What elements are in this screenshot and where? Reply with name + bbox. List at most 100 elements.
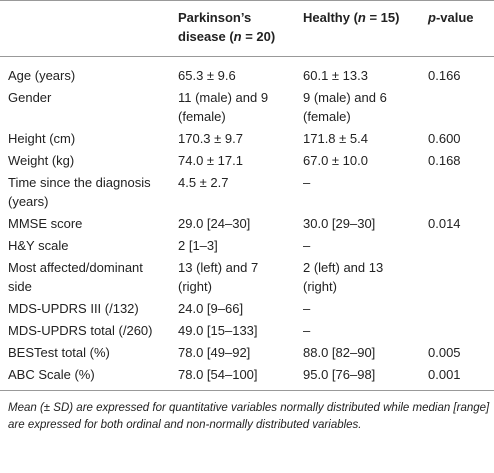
cell-text: MDS-UPDRS III (/132) <box>8 301 139 316</box>
cell: 11 (male) and 9 (female) <box>170 86 295 127</box>
cell-text: 0.166 <box>428 68 461 83</box>
header-text: = 15) <box>365 10 400 25</box>
cell: 74.0 ± 17.1 <box>170 149 295 171</box>
cell: 60.1 ± 13.3 <box>295 57 420 87</box>
table-row: MDS-UPDRS total (/260) 49.0 [15–133] – <box>0 319 494 341</box>
table-row: Gender 11 (male) and 9 (female) 9 (male) a… <box>0 86 494 127</box>
table-row: Height (cm) 170.3 ± 9.7 171.8 ± 5.4 0.600 <box>0 127 494 149</box>
cell: 0.005 <box>420 341 494 363</box>
cell: 24.0 [9–66] <box>170 297 295 319</box>
cell-text: 0.001 <box>428 367 461 382</box>
table-row: BESTest total (%) 78.0 [49–92] 88.0 [82–90… <box>0 341 494 363</box>
row-label: H&Y scale <box>0 234 170 256</box>
cell: – <box>295 234 420 256</box>
table-row: Weight (kg) 74.0 ± 17.1 67.0 ± 10.0 0.168 <box>0 149 494 171</box>
cell <box>420 297 494 319</box>
cell: 65.3 ± 9.6 <box>170 57 295 87</box>
cell-text: 0.014 <box>428 216 461 231</box>
cell-text: 88.0 [82–90] <box>303 345 376 360</box>
cell-text: 4.5 ± 2.7 <box>178 175 229 190</box>
cell-text: Weight (kg) <box>8 153 75 168</box>
header-text: -value <box>435 10 474 25</box>
data-table: Parkinson’s disease (n = 20) Healthy (n =… <box>0 0 494 391</box>
footnote: Mean (± SD) are expressed for quantitati… <box>8 402 490 431</box>
row-label: MMSE score <box>0 212 170 234</box>
cell: 0.001 <box>420 363 494 391</box>
cell-text: – <box>303 238 311 253</box>
cell: 67.0 ± 10.0 <box>295 149 420 171</box>
cell: 78.0 [54–100] <box>170 363 295 391</box>
column-header: Healthy (n = 15) <box>295 0 420 57</box>
cell-text: 29.0 [24–30] <box>178 216 251 231</box>
cell: 171.8 ± 5.4 <box>295 127 420 149</box>
cell-text: 2 [1–3] <box>178 238 218 253</box>
table-row: ABC Scale (%) 78.0 [54–100] 95.0 [76–98] 0.… <box>0 363 494 391</box>
cell: 170.3 ± 9.7 <box>170 127 295 149</box>
cell-text: 95.0 [76–98] <box>303 367 376 382</box>
cell-text: MMSE score <box>8 216 83 231</box>
cell-text: 60.1 ± 13.3 <box>303 68 368 83</box>
cell-text: – <box>303 301 311 316</box>
cell-text: 2 (left) and 13 (right) <box>303 260 384 294</box>
cell-text: H&Y scale <box>8 238 69 253</box>
cell-text: Gender <box>8 90 52 105</box>
cell-text: 0.168 <box>428 153 461 168</box>
header-text: n <box>233 29 242 44</box>
column-header: Parkinson’s disease (n = 20) <box>170 0 295 57</box>
header-text: p <box>428 10 436 25</box>
cell: 0.168 <box>420 149 494 171</box>
cell <box>420 234 494 256</box>
cell-text: 67.0 ± 10.0 <box>303 153 368 168</box>
cell-text: 30.0 [29–30] <box>303 216 376 231</box>
cell-text: 74.0 ± 17.1 <box>178 153 243 168</box>
cell-text: 9 (male) and 6 (female) <box>303 90 387 124</box>
row-label: Height (cm) <box>0 127 170 149</box>
column-header: p-value <box>420 0 494 57</box>
header-row: Parkinson’s disease (n = 20) Healthy (n =… <box>0 0 494 57</box>
cell-text: – <box>303 323 311 338</box>
cell-text: 65.3 ± 9.6 <box>178 68 236 83</box>
header-text: Parkinson’s disease ( <box>178 10 252 44</box>
cell-text: Age (years) <box>8 68 76 83</box>
row-label: Age (years) <box>0 57 170 87</box>
row-label: MDS-UPDRS III (/132) <box>0 297 170 319</box>
cell-text: Height (cm) <box>8 131 76 146</box>
table-header: Parkinson’s disease (n = 20) Healthy (n =… <box>0 0 494 57</box>
cell: 0.166 <box>420 57 494 87</box>
row-label: Time since the diagnosis (years) <box>0 171 170 212</box>
row-label: ABC Scale (%) <box>0 363 170 391</box>
cell-text: 78.0 [49–92] <box>178 345 251 360</box>
cell-text: 11 (male) and 9 (female) <box>178 90 269 124</box>
table-row: MMSE score 29.0 [24–30] 30.0 [29–30] 0.014 <box>0 212 494 234</box>
cell-text: Time since the diagnosis (years) <box>8 175 151 209</box>
cell: 9 (male) and 6 (female) <box>295 86 420 127</box>
cell-text: ABC Scale (%) <box>8 367 95 382</box>
cell-text: 78.0 [54–100] <box>178 367 258 382</box>
table-row: H&Y scale 2 [1–3] – <box>0 234 494 256</box>
cell-text: MDS-UPDRS total (/260) <box>8 323 153 338</box>
column-header <box>0 0 170 57</box>
cell: – <box>295 171 420 212</box>
cell: 30.0 [29–30] <box>295 212 420 234</box>
cell-text: 49.0 [15–133] <box>178 323 258 338</box>
cell: 78.0 [49–92] <box>170 341 295 363</box>
cell: 0.600 <box>420 127 494 149</box>
cell: 49.0 [15–133] <box>170 319 295 341</box>
header-text: = 20) <box>241 29 276 44</box>
cell: 29.0 [24–30] <box>170 212 295 234</box>
cell: 4.5 ± 2.7 <box>170 171 295 212</box>
row-label: MDS-UPDRS total (/260) <box>0 319 170 341</box>
cell: 88.0 [82–90] <box>295 341 420 363</box>
cell-text: 13 (left) and 7 (right) <box>178 260 259 294</box>
header-text: n <box>357 10 366 25</box>
row-label: Weight (kg) <box>0 149 170 171</box>
row-label: BESTest total (%) <box>0 341 170 363</box>
cell <box>420 86 494 127</box>
cell <box>420 256 494 297</box>
cell-text: Most affected/dominant side <box>8 260 143 294</box>
cell-text: BESTest total (%) <box>8 345 110 360</box>
cell-text: 171.8 ± 5.4 <box>303 131 368 146</box>
cell: 95.0 [76–98] <box>295 363 420 391</box>
table-body: Age (years) 65.3 ± 9.6 60.1 ± 13.3 0.166 Gen… <box>0 57 494 391</box>
